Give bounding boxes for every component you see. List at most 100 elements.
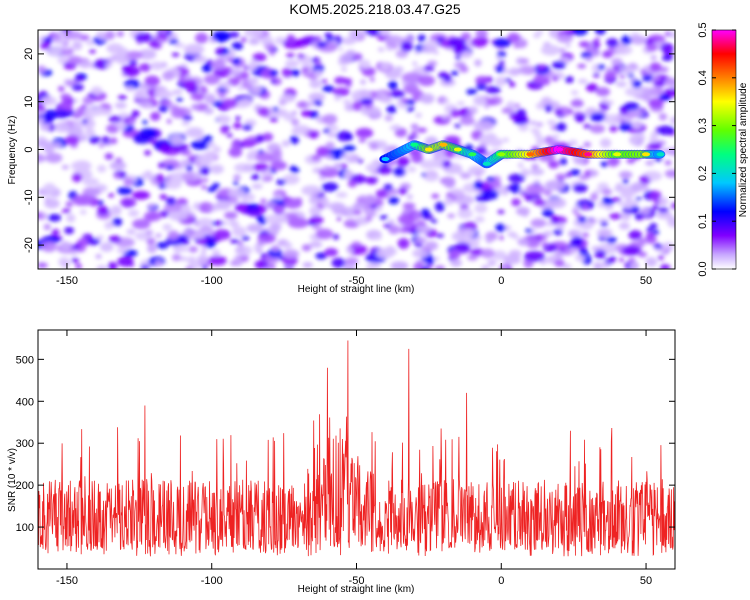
noise-blob	[159, 144, 172, 154]
noise-blob	[171, 143, 189, 152]
noise-blob	[617, 66, 628, 71]
noise-blob	[423, 171, 440, 182]
noise-blob	[499, 235, 504, 240]
noise-blob	[661, 55, 673, 62]
noise-blob	[109, 161, 127, 171]
noise-blob	[196, 254, 209, 266]
noise-blob	[333, 162, 342, 170]
noise-blob	[421, 172, 427, 177]
noise-blob	[72, 119, 84, 130]
noise-blob	[224, 211, 238, 220]
noise-blob	[390, 89, 405, 99]
noise-blob	[371, 109, 380, 118]
noise-blob	[660, 42, 674, 54]
noise-blob	[292, 110, 297, 116]
noise-blob	[116, 247, 128, 254]
noise-blob	[637, 132, 646, 138]
noise-blob	[578, 174, 590, 181]
noise-blob	[57, 85, 65, 92]
noise-blob	[612, 197, 622, 203]
noise-blob	[406, 194, 413, 200]
noise-blob	[54, 121, 70, 133]
noise-blob	[498, 60, 505, 66]
noise-blob	[485, 236, 493, 244]
noise-blob	[603, 197, 615, 206]
noise-blob	[648, 97, 664, 109]
noise-blob	[71, 160, 92, 172]
noise-blob	[444, 177, 456, 189]
noise-blob	[509, 183, 521, 194]
noise-blob	[133, 132, 151, 144]
noise-blob	[503, 254, 521, 265]
noise-blob	[170, 107, 186, 119]
noise-blob	[493, 38, 512, 48]
noise-blob	[650, 131, 659, 139]
x-tick-label: 0	[498, 275, 504, 287]
noise-blob	[254, 134, 265, 143]
noise-blob	[554, 109, 564, 115]
noise-blob	[213, 146, 222, 153]
noise-blob	[398, 187, 408, 195]
noise-blob	[555, 122, 567, 132]
noise-blob	[215, 199, 232, 210]
noise-blob	[590, 217, 597, 225]
ridge-core	[555, 147, 564, 152]
noise-blob	[332, 87, 350, 97]
noise-blob	[642, 94, 652, 102]
noise-blob	[108, 115, 122, 123]
noise-blob	[176, 198, 188, 207]
noise-blob	[301, 185, 322, 196]
noise-blob	[125, 86, 135, 92]
noise-blob	[176, 97, 183, 102]
noise-blob	[100, 109, 113, 116]
noise-blob	[442, 98, 450, 104]
noise-blob	[670, 202, 675, 210]
noise-blob	[108, 193, 115, 198]
noise-blob	[443, 74, 452, 83]
noise-blob	[117, 125, 126, 131]
noise-blob	[109, 207, 119, 217]
noise-blob	[589, 112, 606, 122]
noise-blob	[380, 96, 393, 104]
noise-blob	[96, 205, 110, 216]
noise-blob	[420, 208, 431, 217]
noise-blob	[123, 177, 134, 187]
noise-blob	[308, 92, 326, 102]
noise-blob	[355, 127, 374, 139]
noise-blob	[45, 152, 63, 164]
noise-blob	[311, 224, 322, 230]
noise-blob	[278, 100, 287, 106]
noise-blob	[258, 219, 267, 225]
noise-blob	[226, 133, 233, 138]
noise-blob	[162, 70, 175, 81]
noise-blob	[501, 189, 509, 196]
noise-blob	[289, 69, 301, 77]
noise-blob	[377, 166, 385, 172]
noise-blob	[221, 98, 238, 109]
noise-blob	[625, 112, 637, 119]
noise-blob	[525, 183, 545, 195]
snr-y-axis: 100 200 300 400 500	[16, 354, 675, 534]
noise-blob	[631, 120, 643, 130]
noise-blob	[269, 50, 276, 56]
noise-blob	[601, 188, 613, 196]
noise-blob	[228, 196, 239, 205]
noise-blob	[484, 104, 490, 109]
noise-blob	[42, 36, 54, 44]
noise-blob	[217, 81, 232, 89]
noise-blob	[156, 241, 169, 249]
noise-blob	[608, 212, 623, 220]
noise-blob	[276, 179, 286, 186]
noise-blob	[265, 201, 277, 209]
noise-blob	[631, 182, 645, 192]
noise-blob	[183, 79, 197, 88]
noise-blob	[535, 122, 544, 127]
noise-blob	[614, 45, 633, 55]
noise-blob	[183, 43, 205, 55]
noise-blob	[365, 209, 373, 214]
noise-blob	[541, 77, 551, 86]
noise-blob	[485, 85, 501, 94]
noise-blob	[285, 52, 295, 58]
spectrogram-y-label: Frequency (Hz)	[7, 116, 18, 185]
